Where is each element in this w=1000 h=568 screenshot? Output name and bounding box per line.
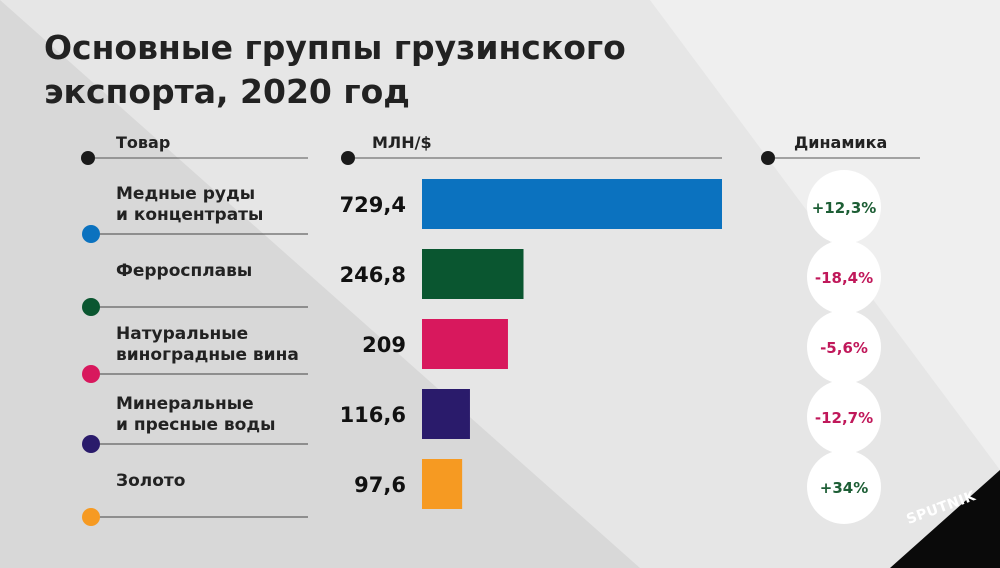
category-bullet — [82, 225, 100, 243]
header-value-label: МЛН/$ — [372, 133, 432, 152]
category-label: Минеральные — [116, 394, 254, 414]
bar — [422, 249, 524, 299]
bar — [422, 319, 508, 369]
change-circle — [807, 310, 881, 384]
category-bullet — [82, 298, 100, 316]
bar — [422, 179, 722, 229]
value-label: 209 — [362, 333, 406, 357]
category-label: и пресные воды — [116, 415, 275, 435]
category-bullet — [82, 508, 100, 526]
title-line-2: экспорта, 2020 год — [44, 72, 410, 111]
category-bullet — [82, 435, 100, 453]
change-circle — [807, 450, 881, 524]
category-bullet — [82, 365, 100, 383]
change-circle — [807, 170, 881, 244]
value-label: 116,6 — [340, 403, 406, 427]
header-item-label: Товар — [116, 133, 170, 152]
change-label: +34% — [820, 479, 868, 497]
chart-title: Основные группы грузинского экспорта, 20… — [44, 26, 626, 114]
category-label: Медные руды — [116, 184, 255, 204]
change-circle — [807, 380, 881, 454]
header-bullet-item — [81, 151, 95, 165]
category-label: Ферросплавы — [116, 261, 252, 281]
title-line-1: Основные группы грузинского — [44, 28, 626, 67]
header-change-label: Динамика — [794, 133, 887, 152]
category-label: и концентраты — [116, 205, 263, 225]
change-label: -18,4% — [815, 269, 873, 287]
bar — [422, 459, 463, 509]
header-bullet-change — [761, 151, 775, 165]
change-circle — [807, 240, 881, 314]
value-label: 97,6 — [354, 473, 406, 497]
bar — [422, 389, 470, 439]
header-bullet-value — [341, 151, 355, 165]
change-label: +12,3% — [812, 199, 877, 217]
value-label: 246,8 — [340, 263, 406, 287]
value-label: 729,4 — [340, 193, 406, 217]
category-label: Золото — [116, 471, 185, 491]
category-label: виноградные вина — [116, 345, 299, 365]
change-label: -12,7% — [815, 409, 873, 427]
change-label: -5,6% — [820, 339, 868, 357]
category-label: Натуральные — [116, 324, 248, 344]
